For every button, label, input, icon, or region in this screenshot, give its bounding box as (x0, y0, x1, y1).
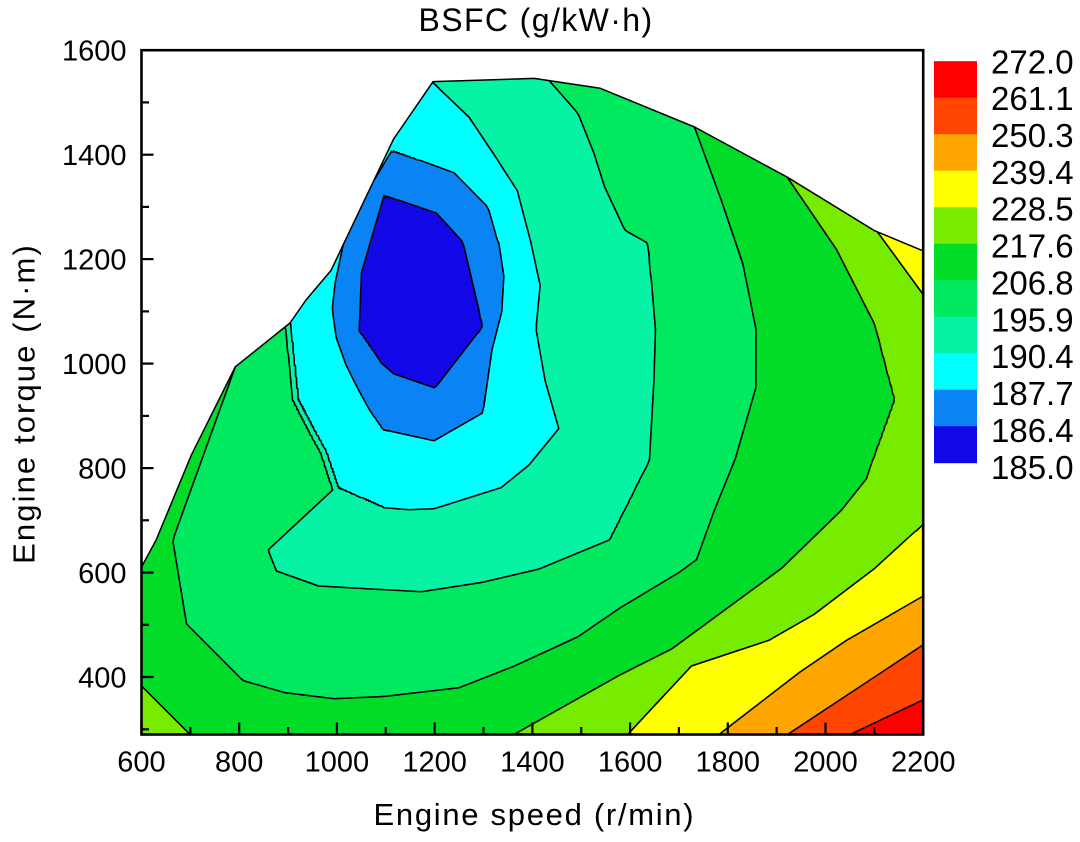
svg-text:1800: 1800 (696, 747, 761, 779)
svg-text:1600: 1600 (62, 36, 127, 68)
svg-text:1400: 1400 (500, 747, 565, 779)
svg-text:2200: 2200 (891, 747, 956, 779)
svg-text:BSFC (g/kW·h): BSFC (g/kW·h) (418, 2, 653, 38)
svg-text:800: 800 (78, 454, 126, 486)
svg-text:400: 400 (78, 662, 126, 694)
svg-text:1000: 1000 (305, 747, 370, 779)
svg-text:1000: 1000 (62, 349, 127, 381)
svg-text:1600: 1600 (598, 747, 663, 779)
svg-text:195.9: 195.9 (991, 301, 1074, 338)
svg-text:250.3: 250.3 (991, 117, 1074, 154)
svg-text:272.0: 272.0 (991, 43, 1074, 80)
svg-text:206.8: 206.8 (991, 265, 1074, 302)
svg-text:190.4: 190.4 (991, 338, 1074, 375)
svg-text:1200: 1200 (402, 747, 467, 779)
svg-text:186.4: 186.4 (991, 412, 1074, 449)
svg-text:187.7: 187.7 (991, 375, 1074, 412)
svg-text:228.5: 228.5 (991, 191, 1074, 228)
svg-text:217.6: 217.6 (991, 228, 1074, 265)
svg-text:1400: 1400 (62, 140, 127, 172)
svg-text:Engine torque (N·m): Engine torque (N·m) (7, 243, 42, 564)
svg-text:800: 800 (215, 747, 263, 779)
svg-text:Engine speed (r/min): Engine speed (r/min) (374, 797, 696, 832)
svg-text:600: 600 (78, 558, 126, 590)
svg-text:185.0: 185.0 (991, 449, 1074, 486)
svg-text:600: 600 (117, 747, 165, 779)
svg-text:261.1: 261.1 (991, 80, 1074, 117)
svg-text:239.4: 239.4 (991, 154, 1074, 191)
svg-text:2000: 2000 (793, 747, 858, 779)
svg-text:1200: 1200 (62, 245, 127, 277)
